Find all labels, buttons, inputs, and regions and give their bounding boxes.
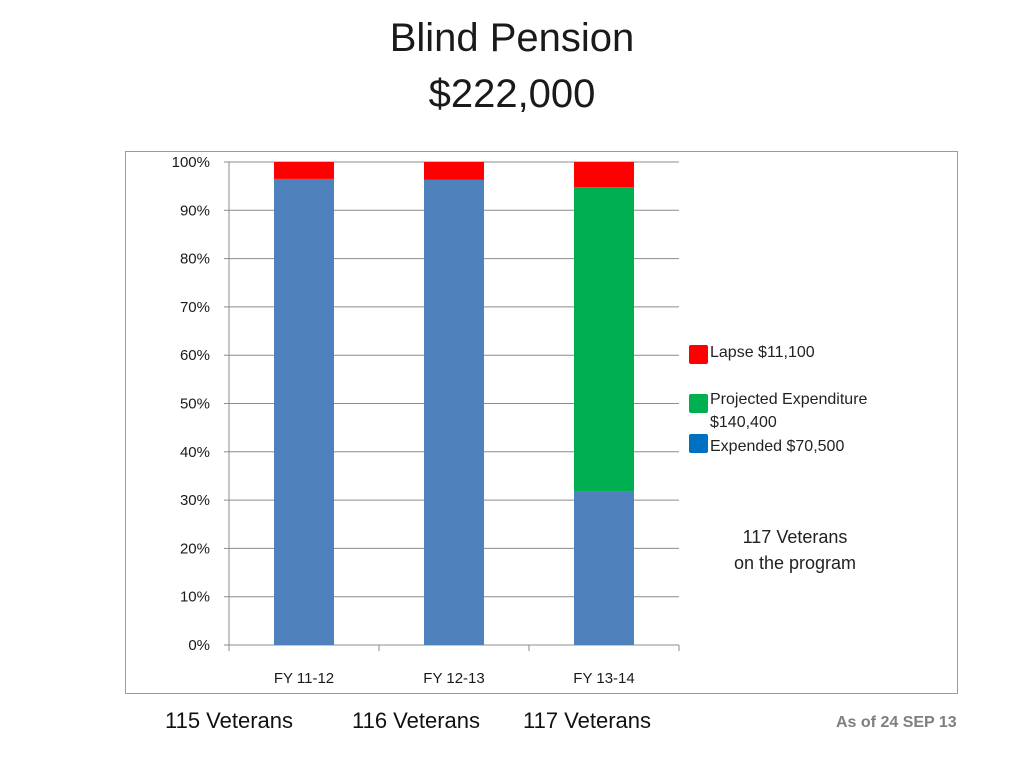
bar-lapse-1	[274, 162, 334, 179]
bar-projected-expenditure-3	[574, 187, 634, 492]
y-tick-label: 20%	[180, 540, 210, 557]
legend-label-projected: Projected Expenditure $140,400	[710, 391, 868, 431]
veteran-count-fy13-14: 117 Veterans	[523, 708, 652, 733]
y-tick-label: 0%	[188, 637, 210, 654]
bar-lapse-2	[424, 162, 484, 180]
chart-title-line1: Blind Pension	[389, 16, 635, 60]
legend-swatch-lapse	[689, 345, 708, 364]
y-tick-label: 10%	[180, 589, 210, 606]
veteran-count-fy11-12: 115 Veterans	[165, 708, 294, 733]
y-tick-label: 60%	[180, 347, 210, 364]
as-of-date: As of 24 SEP 13	[836, 714, 957, 731]
bar-expended-2	[424, 179, 484, 645]
bar-lapse-3	[574, 162, 634, 188]
y-tick-label: 70%	[180, 299, 210, 316]
y-tick-label: 100%	[172, 154, 210, 171]
x-tick-label: FY 11-12	[274, 670, 334, 687]
y-tick-label: 40%	[180, 444, 210, 461]
legend-label-lapse: Lapse $11,100	[710, 344, 815, 361]
program-note-line2: on the program	[733, 553, 857, 573]
x-tick-label: FY 13-14	[573, 670, 634, 687]
y-tick-label: 30%	[180, 492, 210, 509]
chart-title-line2: $222,000	[428, 72, 596, 116]
x-tick-label: FY 12-13	[423, 670, 484, 687]
y-tick-label: 80%	[180, 251, 210, 268]
program-note: 117 Veterans on the program	[700, 524, 890, 576]
bar-expended-3	[574, 491, 634, 645]
bar-expended-1	[274, 178, 334, 645]
stacked-bar-chart: 0% 10% 20% 30% 40% 50% 60% 70% 80% 90% 100% FY 11-1…	[172, 154, 680, 687]
program-note-line1: 117 Veterans	[742, 527, 848, 547]
y-tick-label: 90%	[180, 202, 210, 219]
veteran-count-fy12-13: 116 Veterans	[352, 708, 481, 733]
legend-swatch-expended	[689, 434, 708, 453]
y-tick-label: 50%	[180, 396, 210, 413]
chart-frame	[125, 151, 958, 694]
legend-label-expended: Expended $70,500	[710, 438, 845, 455]
legend-swatch-projected	[689, 394, 708, 413]
